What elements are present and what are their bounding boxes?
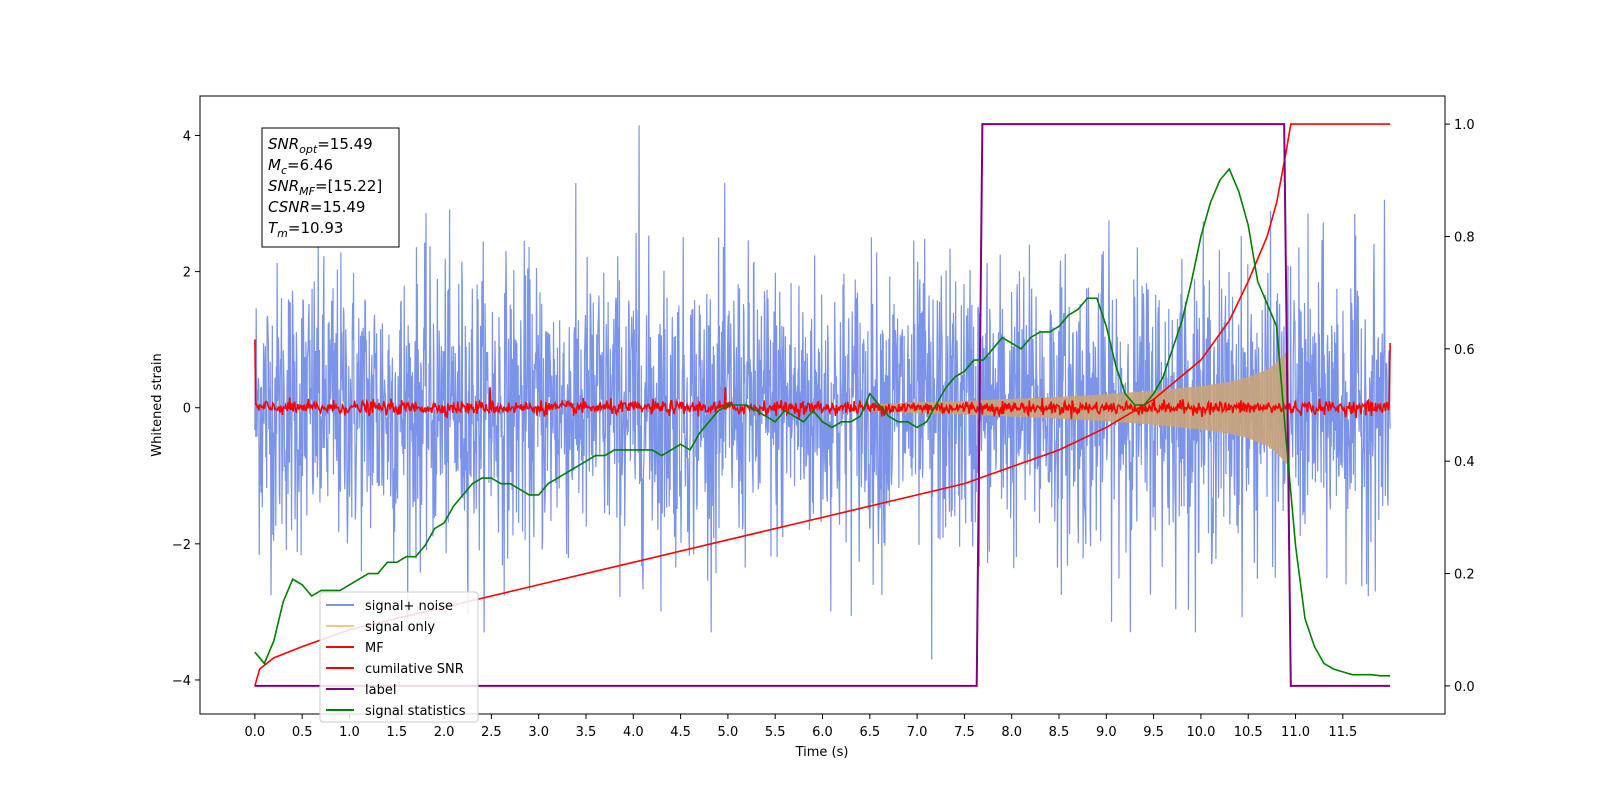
- y-axis-title: Whitened strain: [150, 353, 165, 456]
- series-label: [254, 123, 1391, 687]
- y-axis-right: 0.0 0.2 0.4 0.6 0.8 1.0: [1445, 118, 1475, 695]
- legend-label: cumilative SNR: [365, 662, 464, 677]
- series-mf: [254, 339, 1391, 420]
- x-tick-label: 5.5: [765, 725, 786, 740]
- x-tick-label: 7.5: [954, 725, 975, 740]
- legend-frame: [319, 591, 479, 723]
- annotation-line: Tm=10.93: [268, 219, 343, 240]
- x-tick-label: 6.0: [812, 725, 833, 740]
- x-tick-label: 8.0: [1001, 725, 1022, 740]
- x-tick-label: 8.5: [1049, 725, 1070, 740]
- x-tick-label: 1.0: [339, 725, 360, 740]
- x-tick-label: 7.0: [907, 725, 928, 740]
- series-signal-statistics: [254, 167, 1391, 677]
- y-tick-label: 4: [183, 129, 191, 144]
- legend-label: MF: [365, 641, 384, 656]
- x-tick-label: 1.5: [386, 725, 407, 740]
- series-signal-noise: [254, 125, 1391, 660]
- y-tick-label: 2: [183, 266, 191, 281]
- x-tick-label: 9.5: [1143, 725, 1164, 740]
- x-tick-label: 2.0: [434, 725, 455, 740]
- x-tick-label: 0.5: [292, 725, 313, 740]
- x-tick-label: 5.0: [718, 725, 739, 740]
- x-tick-label: 4.0: [623, 725, 644, 740]
- y2-tick-label: 0.6: [1454, 343, 1475, 358]
- y2-tick-label: 0.0: [1454, 680, 1475, 695]
- annotation-frame: [261, 127, 400, 248]
- y-tick-label: −2: [172, 538, 191, 553]
- x-tick-label: 10.0: [1186, 725, 1215, 740]
- legend-label: signal only: [365, 620, 435, 635]
- x-axis: 0.0 0.5 1.0 1.5 2.0 2.5 3.0 3.5 4.0 4.5 5.0 5.5 6.0 6…: [245, 714, 1357, 740]
- x-tick-label: 11.5: [1328, 725, 1357, 740]
- y2-tick-label: 0.8: [1454, 230, 1475, 245]
- annotation-line: CSNR=15.49: [268, 198, 365, 216]
- y-tick-label: 0: [183, 402, 191, 417]
- x-axis-title: Time (s): [795, 745, 849, 760]
- x-tick-label: 0.0: [245, 725, 266, 740]
- x-tick-label: 3.5: [576, 725, 597, 740]
- y2-tick-label: 0.4: [1454, 455, 1475, 470]
- y2-tick-label: 1.0: [1454, 118, 1475, 133]
- annotation-line: SNRMF=[15.22]: [268, 177, 382, 198]
- legend-label: signal statistics: [365, 704, 466, 719]
- x-tick-label: 6.5: [859, 725, 880, 740]
- y2-tick-label: 0.2: [1454, 568, 1475, 583]
- x-tick-label: 4.5: [670, 725, 691, 740]
- y-axis-left: −4 −2 0 2 4: [172, 129, 200, 689]
- x-tick-label: 10.5: [1234, 725, 1263, 740]
- x-tick-label: 2.5: [481, 725, 502, 740]
- x-tick-label: 11.0: [1281, 725, 1310, 740]
- y-tick-label: −4: [172, 674, 191, 689]
- legend-label: label: [365, 683, 396, 698]
- legend-label: signal+ noise: [365, 599, 453, 614]
- annotation-line: Mc=6.46: [268, 156, 333, 177]
- annotation-line: SNRopt=15.49: [268, 135, 373, 156]
- annotation-box: SNRopt=15.49Mc=6.46SNRMF=[15.22]CSNR=15.…: [261, 127, 400, 248]
- x-tick-label: 9.0: [1096, 725, 1117, 740]
- legend: signal+ noise signal only MF cumilative SNR…: [319, 591, 479, 723]
- x-tick-label: 3.0: [528, 725, 549, 740]
